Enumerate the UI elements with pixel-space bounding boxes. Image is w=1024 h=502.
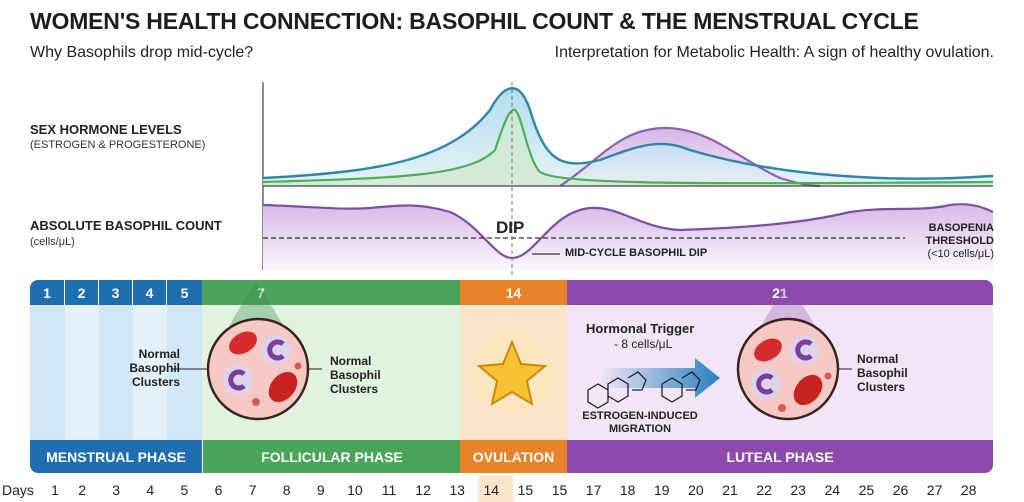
day-label: 12	[415, 482, 431, 498]
day-tab-1: 1	[30, 280, 65, 305]
day-label: 11	[381, 482, 397, 498]
day-label: 9	[316, 482, 325, 498]
note-line: Clusters	[330, 382, 379, 396]
day-label: 24	[824, 482, 841, 498]
note-line: Clusters	[131, 375, 180, 389]
cluster-note-menstrual: Normal Basophil Clusters	[124, 347, 180, 389]
day-label: 21	[722, 482, 738, 498]
note-line: Clusters	[857, 380, 906, 394]
day-label: 10	[347, 482, 363, 498]
trigger-title: Hormonal Trigger	[586, 321, 695, 336]
threshold-line1: BASOPENIA	[928, 222, 994, 234]
day-label: 22	[756, 482, 772, 498]
day-label: 6	[214, 482, 223, 498]
curves	[262, 82, 994, 276]
magnifier-luteal	[736, 280, 852, 421]
day-label: 15	[517, 482, 534, 498]
dip-note: MID-CYCLE BASOPHIL DIP	[565, 247, 708, 259]
day-tab-21: 21	[567, 280, 993, 305]
day-label: 17	[585, 482, 602, 498]
day-label: 20	[688, 482, 704, 498]
day-label: 28	[960, 482, 977, 498]
day-label: 1	[51, 482, 59, 498]
basophil-line	[262, 203, 994, 260]
migration-note: ESTROGEN-INDUCED MIGRATION	[580, 410, 700, 436]
day-label: 5	[180, 482, 189, 498]
day-label: 19	[654, 482, 670, 498]
day-tab-2: 2	[65, 280, 99, 305]
hormone-sublabel: (ESTROGEN & PROGESTERONE)	[30, 139, 206, 151]
star-icon	[470, 330, 554, 414]
estrogen-line	[262, 87, 994, 180]
day-label: 2	[78, 482, 86, 498]
day-label: 26	[892, 482, 909, 498]
subtitle-right: Interpretation for Metabolic Health: A s…	[554, 44, 994, 61]
note-line: Normal	[138, 347, 180, 361]
day-label: 18	[619, 482, 636, 498]
day-label: 8	[282, 482, 291, 498]
phase-luteal: LUTEAL PHASE	[567, 440, 993, 473]
title: WOMEN'S HEALTH CONNECTION: BASOPHIL COUN…	[30, 8, 919, 34]
day-label: 13	[449, 482, 465, 498]
day-label: 25	[858, 482, 875, 498]
dip-label: DIP	[496, 218, 525, 237]
basopenia-threshold: BASOPENIA THRESHOLD (<10 cells/μL)	[926, 222, 994, 261]
phase-follicular: FOLLICULAR PHASE	[202, 440, 461, 473]
threshold-line3: (<10 cells/μL)	[927, 248, 994, 260]
day-tab-4: 4	[133, 280, 167, 305]
day-14-highlight	[479, 476, 513, 502]
molecule-arrow-icon	[587, 358, 720, 409]
day-tab-3: 3	[99, 280, 133, 305]
day-label: 14	[483, 482, 500, 498]
illustrations	[172, 280, 852, 421]
basophil-unit: (cells/μL)	[30, 236, 75, 248]
phase-ovulation: OVULATION	[460, 440, 567, 473]
magnifier-follicular	[172, 280, 322, 421]
basophil-area	[263, 204, 993, 270]
trigger-value: - 8 cells/μL	[614, 337, 673, 351]
day-label: 15	[551, 482, 568, 498]
phase-menstrual: MENSTRUAL PHASE	[30, 440, 202, 473]
note-line: Basophil	[857, 366, 908, 380]
cluster-note-luteal: Normal Basophil Clusters	[857, 352, 908, 394]
day-label: 3	[112, 482, 121, 498]
day-tab-14: 14	[460, 280, 567, 305]
cluster-note-follicular: Normal Basophil Clusters	[330, 354, 381, 396]
day-label: 7	[248, 482, 257, 498]
migration-line1: ESTROGEN-INDUCED	[582, 410, 698, 422]
day-tab-7: 7	[202, 280, 460, 305]
green-line	[262, 108, 994, 185]
note-line: Basophil	[330, 368, 381, 382]
subtitle-left: Why Basophils drop mid-cycle?	[30, 44, 254, 61]
day-label: 4	[146, 482, 155, 498]
day-label: 23	[790, 482, 806, 498]
basophil-label: ABSOLUTE BASOPHIL COUNT	[30, 218, 222, 233]
threshold-line2: THRESHOLD	[925, 235, 994, 247]
day-label: 27	[926, 482, 943, 498]
days-label: Days	[2, 482, 34, 498]
note-line: Basophil	[129, 361, 180, 375]
estrogen-area	[263, 88, 993, 186]
note-line: Normal	[857, 352, 899, 366]
note-line: Normal	[330, 354, 372, 368]
hormone-label: SEX HORMONE LEVELS	[30, 122, 182, 137]
migration-line2: MIGRATION	[608, 423, 672, 435]
day-tab-5: 5	[167, 280, 202, 305]
